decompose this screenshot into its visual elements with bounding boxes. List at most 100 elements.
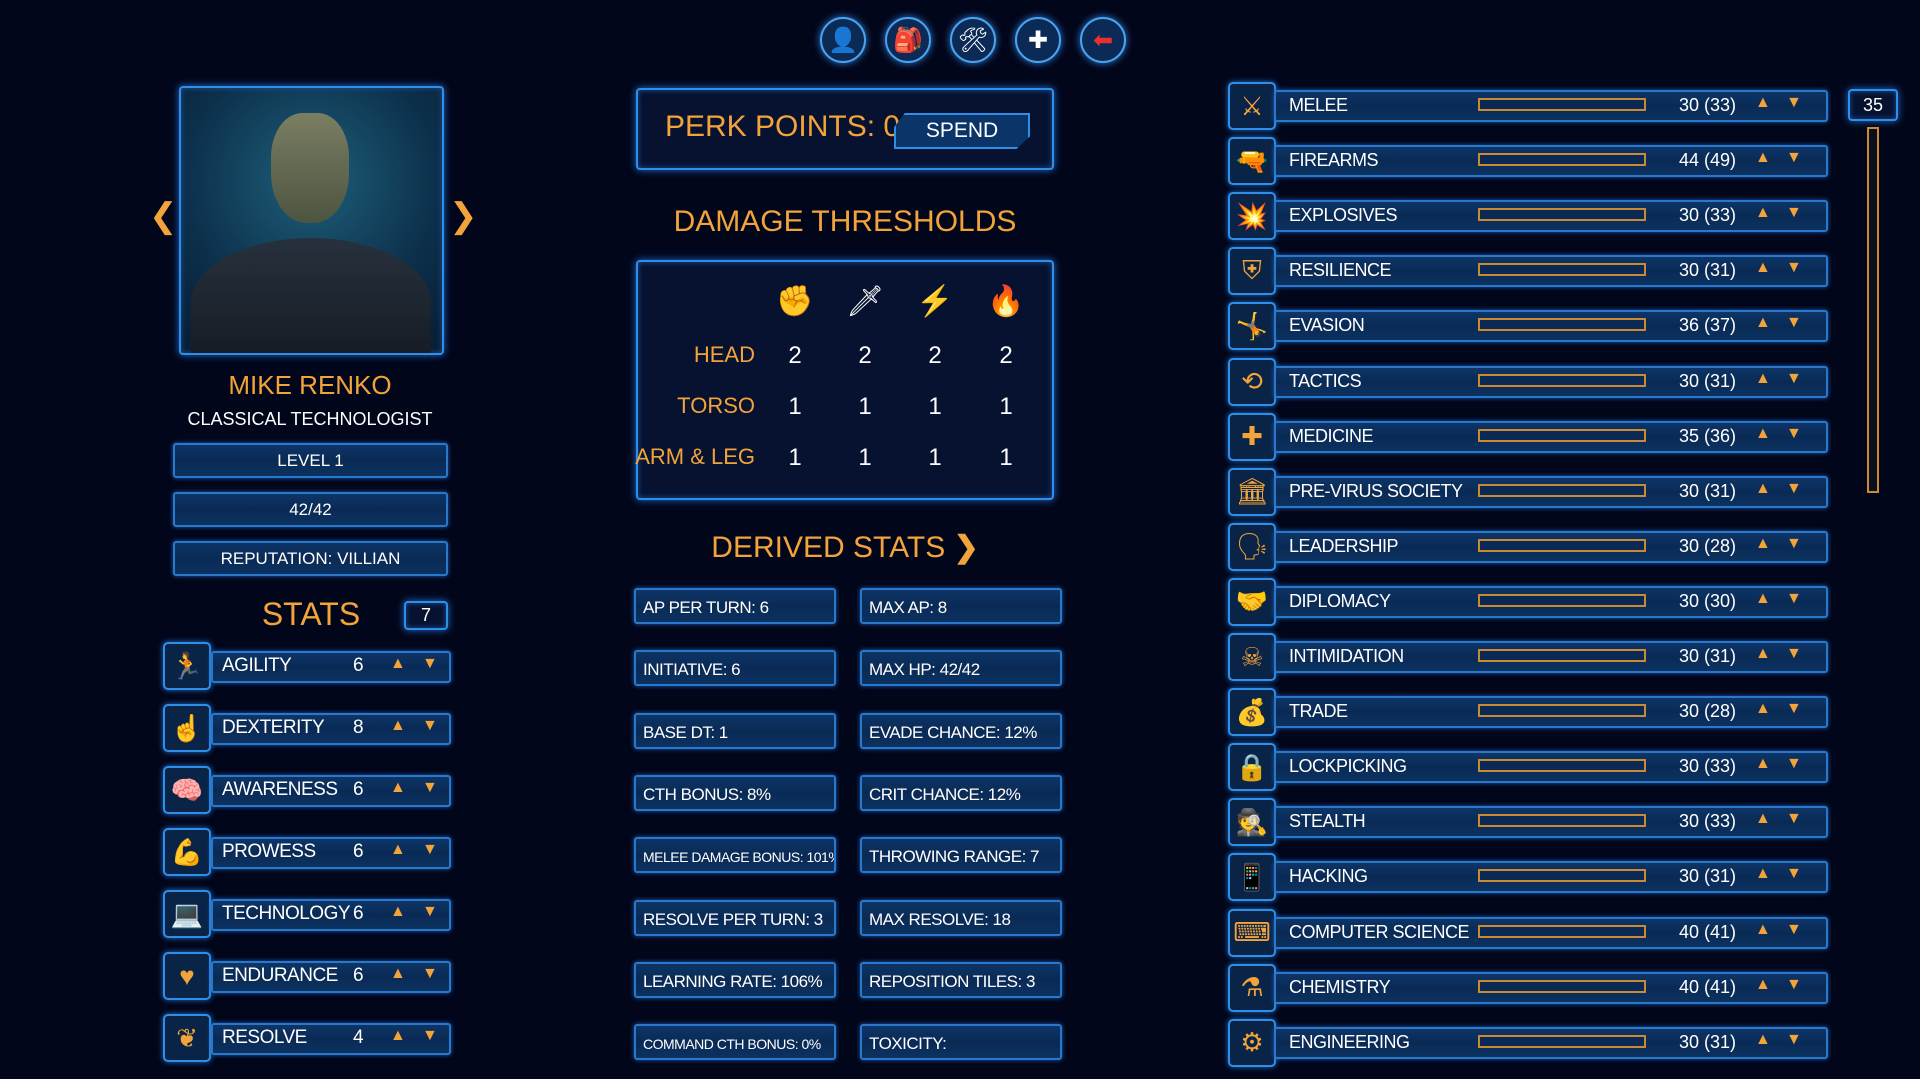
stat-decrease-arrow[interactable]: ▼ xyxy=(422,965,438,982)
skill-increase-arrow[interactable]: ▲ xyxy=(1755,94,1771,111)
derived-stat: AP PER TURN: 6 xyxy=(634,588,836,624)
stat-decrease-arrow[interactable]: ▼ xyxy=(422,841,438,858)
stat-increase-arrow[interactable]: ▲ xyxy=(390,841,406,858)
skill-decrease-arrow[interactable]: ▼ xyxy=(1786,369,1802,387)
skill-decrease-arrow[interactable]: ▼ xyxy=(1786,204,1802,222)
stat-decrease-arrow[interactable]: ▼ xyxy=(422,717,438,734)
skill-increase-arrow[interactable]: ▲ xyxy=(1755,149,1771,167)
skill-decrease-arrow[interactable]: ▼ xyxy=(1786,479,1802,497)
skill-decrease-arrow[interactable]: ▼ xyxy=(1786,149,1802,167)
stat-label: RESOLVE xyxy=(222,1027,307,1048)
skill-row-stealth: 🕵 STEALTH 30 (33) ▲ ▼ xyxy=(1228,798,1828,847)
skill-increase-arrow[interactable]: ▲ xyxy=(1755,534,1771,552)
skill-increase-arrow[interactable]: ▲ xyxy=(1755,479,1771,497)
skill-decrease-arrow[interactable]: ▼ xyxy=(1786,534,1802,552)
stat-increase-arrow[interactable]: ▲ xyxy=(390,1027,406,1044)
nav-character-button[interactable]: 👤 xyxy=(820,17,866,63)
skill-value: 40 (41) xyxy=(1678,976,1736,997)
skill-increase-arrow[interactable]: ▲ xyxy=(1755,755,1771,773)
hacking-device-icon: 📱 xyxy=(1228,853,1276,902)
skill-decrease-arrow[interactable]: ▼ xyxy=(1786,259,1802,277)
skill-decrease-arrow[interactable]: ▼ xyxy=(1786,645,1802,662)
skill-increase-arrow[interactable]: ▲ xyxy=(1755,700,1771,718)
skill-label: HACKING xyxy=(1289,866,1368,887)
stat-value: 6 xyxy=(353,779,364,800)
skill-decrease-arrow[interactable]: ▼ xyxy=(1786,920,1802,938)
skills-scrollbar[interactable] xyxy=(1867,127,1879,493)
nav-inventory-button[interactable]: 🎒 xyxy=(885,17,931,63)
skill-row-pre-virus-society: 🏛 PRE-VIRUS SOCIETY 30 (31) ▲ ▼ xyxy=(1228,467,1828,516)
skill-value: 30 (28) xyxy=(1678,701,1736,722)
derived-stat: BASE DT: 1 xyxy=(634,712,836,749)
dt-row-label: ARM & LEG xyxy=(635,444,755,469)
stat-increase-arrow[interactable]: ▲ xyxy=(390,655,406,672)
skill-increase-arrow[interactable]: ▲ xyxy=(1755,369,1771,387)
skill-row-lockpicking: 🔒 LOCKPICKING 30 (33) ▲ ▼ xyxy=(1228,743,1828,792)
derived-stats-header[interactable]: DERIVED STATS ❯ xyxy=(636,530,1054,565)
skill-increase-arrow[interactable]: ▲ xyxy=(1755,314,1771,332)
skill-decrease-arrow[interactable]: ▼ xyxy=(1786,94,1802,111)
skill-label: INTIMIDATION xyxy=(1289,646,1404,666)
stat-decrease-arrow[interactable]: ▼ xyxy=(422,655,438,672)
skill-increase-arrow[interactable]: ▲ xyxy=(1755,1030,1771,1048)
skill-decrease-arrow[interactable]: ▼ xyxy=(1786,589,1802,607)
skill-decrease-arrow[interactable]: ▼ xyxy=(1786,755,1802,773)
skill-increase-arrow[interactable]: ▲ xyxy=(1755,810,1771,828)
spend-button[interactable]: SPEND xyxy=(894,113,1030,149)
skill-increase-arrow[interactable]: ▲ xyxy=(1755,204,1771,222)
portrait-prev-arrow[interactable]: ❮ xyxy=(149,197,178,235)
chevron-right-icon[interactable]: ❯ xyxy=(953,531,979,564)
stat-row-agility: 🏃 AGILITY 6 ▲ ▼ xyxy=(163,642,453,692)
nav-health-button[interactable]: ✚ xyxy=(1015,17,1061,63)
derived-stat: THROWING RANGE: 7 xyxy=(860,837,1062,874)
skill-increase-arrow[interactable]: ▲ xyxy=(1755,920,1771,938)
stat-bar xyxy=(211,651,451,683)
portrait-head xyxy=(271,113,349,223)
skill-label: MELEE xyxy=(1289,95,1348,115)
stat-increase-arrow[interactable]: ▲ xyxy=(390,717,406,734)
skill-increase-arrow[interactable]: ▲ xyxy=(1755,865,1771,883)
stat-increase-arrow[interactable]: ▲ xyxy=(390,903,406,920)
flask-icon: ⚗ xyxy=(1228,963,1276,1012)
stat-increase-arrow[interactable]: ▲ xyxy=(390,965,406,982)
skill-increase-arrow[interactable]: ▲ xyxy=(1755,645,1771,662)
dt-value: 2 xyxy=(928,342,942,369)
stat-bar xyxy=(211,713,451,745)
skill-row-medicine: ✚ MEDICINE 35 (36) ▲ ▼ xyxy=(1228,412,1828,461)
binary-icon: ⌨ xyxy=(1228,908,1276,957)
skill-progress-track xyxy=(1478,153,1646,167)
nav-crafting-button[interactable]: 🛠 xyxy=(950,17,996,63)
skill-increase-arrow[interactable]: ▲ xyxy=(1755,259,1771,277)
laptop-gear-icon: 💻 xyxy=(163,890,211,938)
stat-row-dexterity: ☝ DEXTERITY 8 ▲ ▼ xyxy=(163,704,453,754)
heart-icon: ♥ xyxy=(163,952,211,1000)
skill-decrease-arrow[interactable]: ▼ xyxy=(1786,424,1802,442)
skill-progress-track xyxy=(1478,704,1646,718)
level-box: LEVEL 1 xyxy=(173,443,448,478)
skill-label: EXPLOSIVES xyxy=(1289,205,1398,226)
dt-row-label: HEAD xyxy=(693,342,755,367)
skill-decrease-arrow[interactable]: ▼ xyxy=(1786,314,1802,332)
skill-decrease-arrow[interactable]: ▼ xyxy=(1786,975,1802,993)
dt-value: 1 xyxy=(858,444,872,471)
handshake-icon: 🤝 xyxy=(1228,577,1276,626)
skill-increase-arrow[interactable]: ▲ xyxy=(1755,589,1771,607)
tactics-arrows-icon: ⟲ xyxy=(1228,357,1276,406)
skill-value: 30 (31) xyxy=(1678,1031,1736,1052)
stat-decrease-arrow[interactable]: ▼ xyxy=(422,903,438,920)
fire-icon: 🔥 xyxy=(987,285,1025,318)
stat-decrease-arrow[interactable]: ▼ xyxy=(422,1027,438,1044)
skill-increase-arrow[interactable]: ▲ xyxy=(1755,975,1771,993)
skill-decrease-arrow[interactable]: ▼ xyxy=(1786,865,1802,883)
stat-increase-arrow[interactable]: ▲ xyxy=(390,779,406,796)
skill-decrease-arrow[interactable]: ▼ xyxy=(1786,1030,1802,1048)
stats-title: STATS xyxy=(261,596,361,632)
skill-decrease-arrow[interactable]: ▼ xyxy=(1786,810,1802,828)
portrait-next-arrow[interactable]: ❯ xyxy=(449,197,478,235)
derived-stat: CRIT CHANCE: 12% xyxy=(860,774,1062,811)
skill-increase-arrow[interactable]: ▲ xyxy=(1755,424,1771,442)
nav-back-button[interactable]: ⬅ xyxy=(1080,17,1126,63)
stat-row-awareness: 🧠 AWARENESS 6 ▲ ▼ xyxy=(163,766,453,816)
skill-decrease-arrow[interactable]: ▼ xyxy=(1786,700,1802,718)
stat-decrease-arrow[interactable]: ▼ xyxy=(422,779,438,796)
